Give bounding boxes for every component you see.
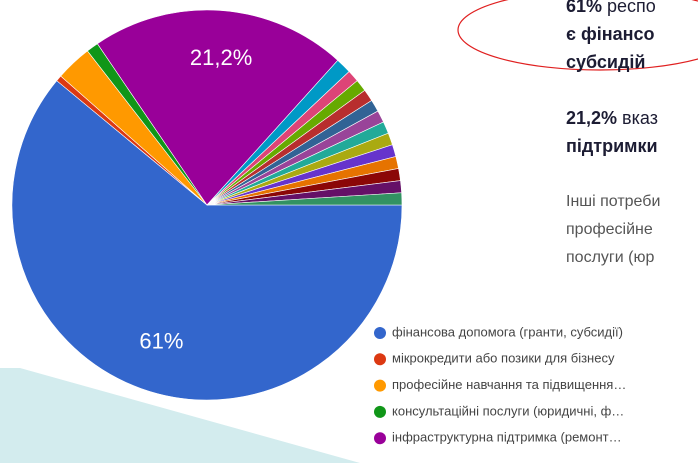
- pie-slice: [96, 9, 339, 206]
- pie: 61% 21,2%: [11, 9, 403, 401]
- note-line: Інші потреби: [566, 193, 660, 210]
- note-line: 61% респо: [566, 0, 656, 16]
- legend-marker: [374, 353, 386, 366]
- note-bold: 21,2%: [566, 108, 617, 128]
- pie-slice: [11, 80, 403, 401]
- legend-marker: [374, 379, 386, 392]
- legend-label: мікрокредити або позики для бізнесу: [392, 351, 615, 366]
- legend-marker: [374, 432, 386, 445]
- note-text: респо: [602, 0, 656, 16]
- legend-marker: [374, 405, 386, 418]
- note-bold: 61%: [566, 0, 602, 16]
- note-text: вказ: [617, 108, 658, 128]
- decor-shape: [0, 368, 360, 463]
- note-line: 21,2% вказ: [566, 108, 658, 128]
- slice-label: 21,2%: [190, 45, 252, 70]
- slice-label: 61%: [139, 328, 183, 353]
- legend-marker: [374, 327, 386, 339]
- pie-slice: [206, 192, 403, 206]
- highlight-ellipse: [457, 0, 698, 71]
- legend-label: інфраструктурна підтримка (ремонт…: [392, 430, 622, 445]
- note-bold: фінансо: [581, 24, 655, 44]
- note-line: є фінансо: [566, 24, 654, 44]
- note-line: субсидій: [566, 52, 645, 72]
- legend-label: фінансова допомога (гранти, субсидії): [392, 324, 623, 339]
- legend-label: професійне навчання та підвищення…: [392, 377, 626, 392]
- note-text: є: [566, 24, 581, 44]
- note-line: послуги (юр: [566, 249, 654, 266]
- legend-label: консультаційні послуги (юридичні, ф…: [392, 403, 624, 418]
- note-line: підтримки: [566, 136, 658, 156]
- note-line: професійне: [566, 221, 653, 238]
